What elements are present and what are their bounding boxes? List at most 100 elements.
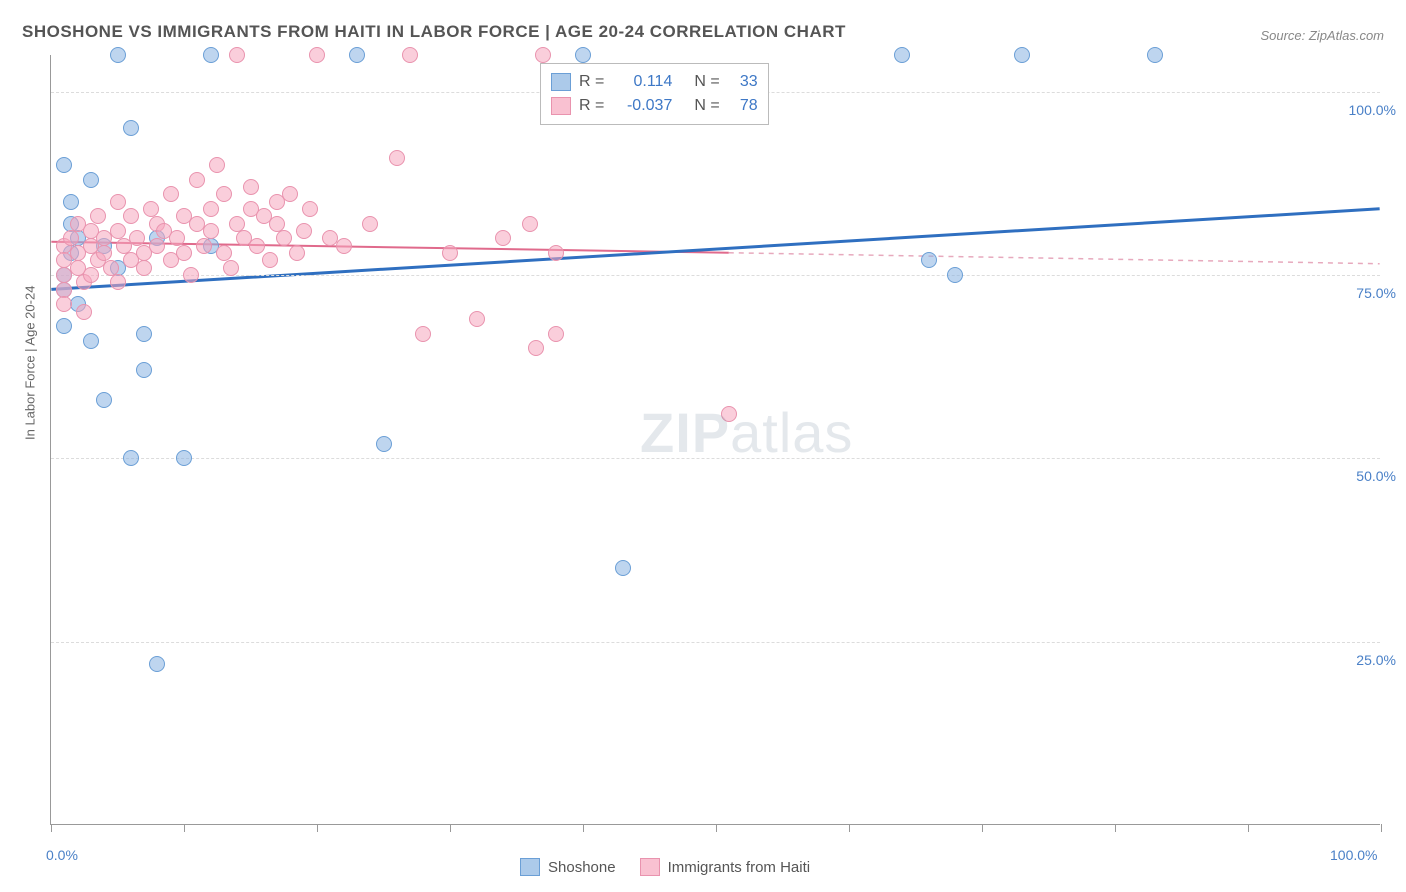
scatter-point — [83, 333, 99, 349]
y-axis-title: In Labor Force | Age 20-24 — [23, 286, 38, 440]
scatter-point — [103, 260, 119, 276]
scatter-point — [442, 245, 458, 261]
scatter-point — [522, 216, 538, 232]
scatter-point — [110, 47, 126, 63]
scatter-point — [143, 201, 159, 217]
scatter-point — [249, 238, 265, 254]
scatter-point — [575, 47, 591, 63]
y-tick-label: 75.0% — [1356, 285, 1396, 301]
scatter-point — [96, 392, 112, 408]
scatter-point — [90, 208, 106, 224]
scatter-point — [336, 238, 352, 254]
scatter-point — [136, 326, 152, 342]
scatter-point — [535, 47, 551, 63]
gridline-h — [51, 275, 1380, 276]
scatter-point — [189, 172, 205, 188]
scatter-point — [183, 267, 199, 283]
scatter-point — [63, 230, 79, 246]
scatter-point — [149, 656, 165, 672]
scatter-point — [302, 201, 318, 217]
scatter-point — [63, 194, 79, 210]
x-tick-label: 0.0% — [46, 847, 78, 863]
scatter-point — [203, 223, 219, 239]
scatter-point — [289, 245, 305, 261]
scatter-point — [894, 47, 910, 63]
n-label: N = — [680, 73, 719, 91]
stats-row: R =0.114N =33 — [551, 70, 758, 94]
scatter-point — [123, 208, 139, 224]
r-label: R = — [579, 97, 604, 115]
y-tick-label: 100.0% — [1349, 102, 1396, 118]
scatter-point — [129, 230, 145, 246]
scatter-point — [276, 230, 292, 246]
n-value: 78 — [728, 97, 758, 115]
scatter-point — [56, 157, 72, 173]
stats-row: R = -0.037 N = 78 — [551, 94, 758, 118]
scatter-point — [282, 186, 298, 202]
chart-title: SHOSHONE VS IMMIGRANTS FROM HAITI IN LAB… — [22, 22, 846, 42]
scatter-point — [149, 238, 165, 254]
x-tick — [184, 824, 185, 832]
correlation-stats-box: R =0.114N =33R =-0.037N =78 — [540, 63, 769, 125]
scatter-point — [209, 157, 225, 173]
plot-area — [50, 55, 1380, 825]
legend-swatch — [551, 97, 571, 115]
legend-swatch — [551, 73, 571, 91]
r-value: -0.037 — [612, 97, 672, 115]
r-label: R = — [579, 73, 604, 91]
scatter-point — [136, 260, 152, 276]
scatter-point — [415, 326, 431, 342]
legend-swatch — [520, 858, 540, 876]
scatter-point — [402, 47, 418, 63]
scatter-point — [243, 179, 259, 195]
scatter-point — [349, 47, 365, 63]
y-tick-label: 50.0% — [1356, 468, 1396, 484]
x-tick — [716, 824, 717, 832]
source-label: Source: ZipAtlas.com — [1260, 28, 1384, 43]
scatter-point — [921, 252, 937, 268]
x-tick — [1248, 824, 1249, 832]
scatter-point — [548, 245, 564, 261]
scatter-point — [110, 194, 126, 210]
scatter-point — [110, 274, 126, 290]
scatter-point — [389, 150, 405, 166]
scatter-point — [216, 245, 232, 261]
scatter-point — [216, 186, 232, 202]
legend-swatch — [640, 858, 660, 876]
x-tick — [982, 824, 983, 832]
legend-label: Immigrants from Haiti — [668, 859, 811, 876]
r-value: 0.114 — [612, 73, 672, 91]
scatter-point — [136, 362, 152, 378]
legend-item: Shoshone — [520, 858, 616, 876]
x-tick-label: 100.0% — [1330, 847, 1377, 863]
scatter-point — [229, 47, 245, 63]
trend-line — [729, 253, 1380, 264]
scatter-point — [203, 201, 219, 217]
legend-item: Immigrants from Haiti — [640, 858, 811, 876]
scatter-point — [469, 311, 485, 327]
x-tick — [51, 824, 52, 832]
scatter-point — [196, 238, 212, 254]
gridline-h — [51, 642, 1380, 643]
scatter-point — [615, 560, 631, 576]
scatter-point — [229, 216, 245, 232]
scatter-point — [528, 340, 544, 356]
scatter-point — [548, 326, 564, 342]
scatter-point — [96, 245, 112, 261]
scatter-point — [269, 216, 285, 232]
x-tick — [849, 824, 850, 832]
scatter-point — [495, 230, 511, 246]
n-label: N = — [680, 97, 719, 115]
legend-label: Shoshone — [548, 859, 616, 876]
scatter-point — [56, 282, 72, 298]
scatter-point — [376, 436, 392, 452]
gridline-h — [51, 458, 1380, 459]
scatter-point — [163, 186, 179, 202]
scatter-point — [223, 260, 239, 276]
x-tick — [1115, 824, 1116, 832]
scatter-point — [56, 296, 72, 312]
bottom-legend: Shoshone Immigrants from Haiti — [520, 858, 810, 876]
scatter-point — [176, 245, 192, 261]
scatter-point — [203, 47, 219, 63]
scatter-point — [123, 120, 139, 136]
